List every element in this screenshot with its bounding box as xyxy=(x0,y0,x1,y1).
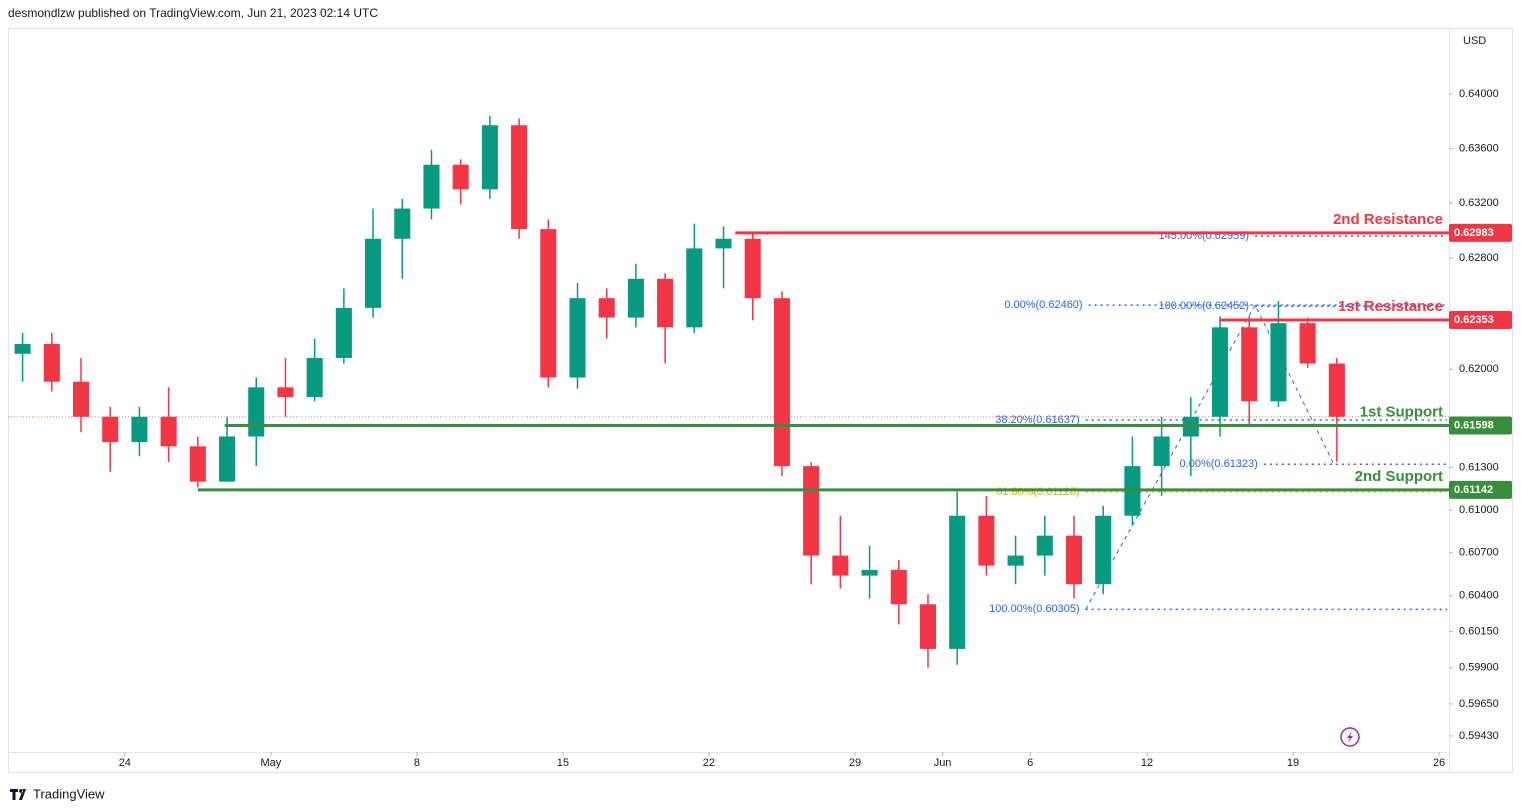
y-tick-label: 0.59900 xyxy=(1459,662,1499,674)
y-tick-label: 0.64000 xyxy=(1459,88,1499,100)
footer-text: TradingView xyxy=(33,786,105,801)
y-axis-label: USD xyxy=(1463,35,1486,47)
y-tick-label: 0.60400 xyxy=(1459,590,1499,602)
candle-body xyxy=(861,569,878,576)
candle-body xyxy=(189,446,206,482)
x-tick-label: 6 xyxy=(1027,757,1033,769)
candle-body xyxy=(803,466,820,556)
candle-body xyxy=(277,387,294,398)
candle-body xyxy=(1036,535,1053,556)
candle-body xyxy=(1299,323,1316,364)
x-tick-label: 29 xyxy=(849,757,861,769)
level-label: 2nd Resistance xyxy=(1333,211,1443,228)
fib-label: 61.80%(0.61128) xyxy=(996,486,1080,498)
candle-body xyxy=(43,344,60,382)
candle-body xyxy=(773,298,790,467)
x-tick-label: 12 xyxy=(1141,757,1153,769)
candle-body xyxy=(1241,327,1258,402)
x-tick-label: 8 xyxy=(414,757,420,769)
price-tag xyxy=(1449,480,1512,499)
price-tag xyxy=(1449,310,1512,329)
candle-body xyxy=(102,416,119,443)
price-tag-label: 0.61142 xyxy=(1454,484,1493,496)
candle-body xyxy=(481,125,498,190)
x-tick-label: 24 xyxy=(119,757,131,769)
candle-body xyxy=(1270,323,1287,402)
y-tick-label: 0.61300 xyxy=(1459,461,1499,473)
candle-body xyxy=(1007,555,1024,566)
lightning-icon[interactable] xyxy=(1340,727,1360,747)
header: desmondlzw published on TradingView.com,… xyxy=(8,6,378,20)
x-tick-label: 22 xyxy=(703,757,715,769)
fib-label: 100.00%(0.62452) xyxy=(1159,300,1250,312)
candle-body xyxy=(335,307,352,358)
y-tick-label: 0.61000 xyxy=(1459,504,1499,516)
candle-body xyxy=(657,278,674,328)
candle-body xyxy=(394,208,411,239)
x-tick-label: 19 xyxy=(1287,757,1299,769)
candle-body xyxy=(598,298,615,318)
y-tick-label: 0.63600 xyxy=(1459,142,1499,154)
y-tick-label: 0.62000 xyxy=(1459,363,1499,375)
candle-body xyxy=(569,298,586,378)
candle-body xyxy=(832,555,849,576)
candle-body xyxy=(14,344,31,354)
price-tag xyxy=(1449,416,1512,435)
candle-body xyxy=(365,238,382,308)
chart-frame xyxy=(8,28,1513,773)
x-tick-label: May xyxy=(260,757,281,769)
footer-logo: TradingView xyxy=(10,786,105,801)
candle-body xyxy=(540,229,557,378)
candle-body xyxy=(72,381,90,417)
level-label: 1st Resistance xyxy=(1338,298,1443,315)
candle-body xyxy=(131,416,148,443)
candle-body xyxy=(511,125,528,230)
y-tick-label: 0.60150 xyxy=(1459,626,1499,638)
price-tag-label: 0.62353 xyxy=(1454,314,1494,326)
candle-body xyxy=(423,164,440,209)
candle-body xyxy=(248,387,265,437)
candle-body xyxy=(919,604,937,649)
y-tick-label: 0.60700 xyxy=(1459,547,1499,559)
price-tag-label: 0.62983 xyxy=(1454,227,1494,239)
candle-body xyxy=(1211,327,1229,417)
candle-body xyxy=(715,238,732,249)
x-tick-label: 15 xyxy=(557,757,569,769)
candle-body xyxy=(1153,436,1170,467)
y-tick-label: 0.63200 xyxy=(1459,197,1499,209)
level-label: 1st Support xyxy=(1360,403,1443,420)
fib-label: 100.00%(0.60305) xyxy=(989,603,1080,615)
candle-body xyxy=(627,278,644,318)
x-tick-label: Jun xyxy=(934,757,952,769)
y-tick-label: 0.59650 xyxy=(1459,698,1499,710)
fib-trend-path xyxy=(1085,304,1335,610)
candle-body xyxy=(686,248,703,328)
price-tag-label: 0.61598 xyxy=(1454,419,1494,431)
price-tag xyxy=(1449,223,1512,242)
fib-label: 0.00%(0.61323) xyxy=(1180,458,1258,470)
candle-body xyxy=(1328,363,1345,417)
candle-body xyxy=(452,164,469,190)
fib-label: 0.00%(0.62460) xyxy=(1004,299,1082,311)
candle-body xyxy=(160,416,177,447)
y-tick-label: 0.59430 xyxy=(1459,730,1499,742)
level-label: 2nd Support xyxy=(1355,468,1443,485)
candle-body xyxy=(890,569,907,605)
x-tick-label: 26 xyxy=(1433,757,1445,769)
candle-body xyxy=(306,357,323,398)
fib-label: 38.20%(0.61637) xyxy=(995,414,1079,426)
candle-body xyxy=(1095,515,1112,585)
candle-body xyxy=(978,515,995,566)
candle-body xyxy=(1065,535,1083,585)
candle-body xyxy=(744,238,761,299)
y-tick-label: 0.62800 xyxy=(1459,252,1499,264)
candle-body xyxy=(219,436,236,482)
candle-body xyxy=(949,515,966,649)
